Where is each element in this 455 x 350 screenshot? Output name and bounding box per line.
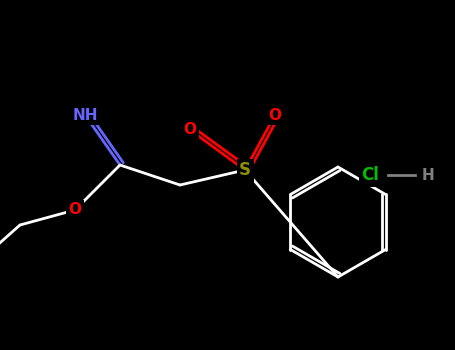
Text: S: S — [239, 161, 251, 179]
Text: O: O — [268, 107, 282, 122]
Text: O: O — [69, 203, 81, 217]
Text: O: O — [183, 122, 197, 138]
Text: Cl: Cl — [361, 166, 379, 184]
Text: H: H — [422, 168, 435, 182]
Text: NH: NH — [72, 107, 98, 122]
